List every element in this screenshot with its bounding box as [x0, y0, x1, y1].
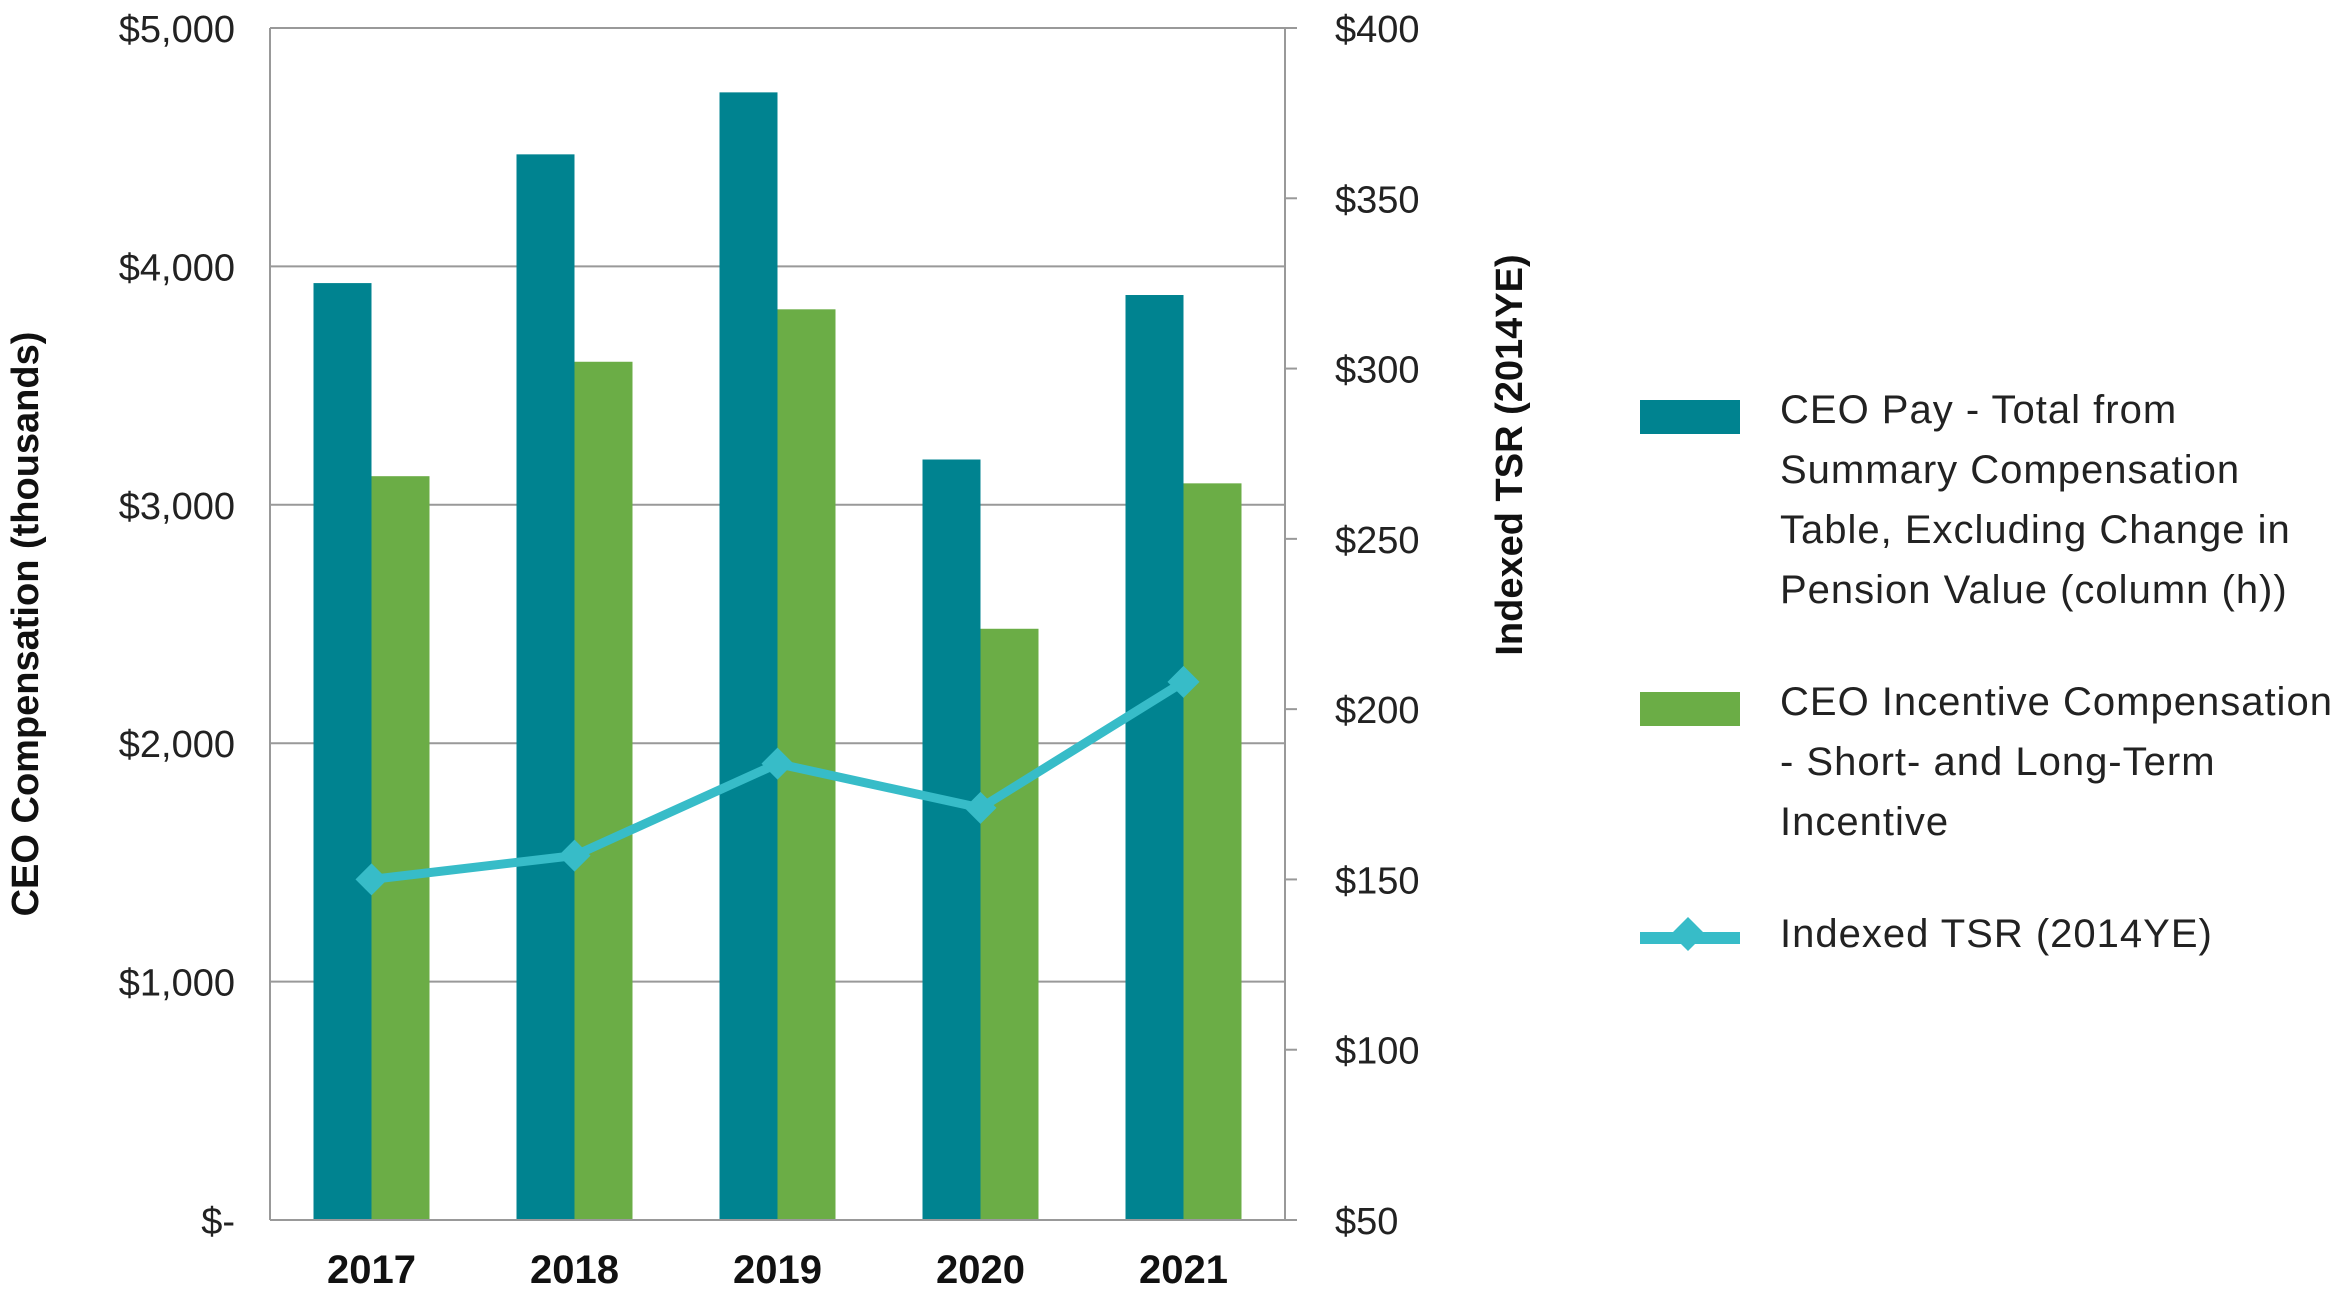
y-tick-label: $1,000 [119, 963, 235, 1005]
bar-ceo-pay [313, 283, 372, 1220]
y-tick-label: $2,000 [119, 724, 235, 766]
y2-tick-label: $50 [1335, 1201, 1398, 1243]
x-tick-label: 2019 [733, 1248, 822, 1292]
bar-ceo-pay [516, 154, 575, 1220]
bar-ceo-pay [1125, 295, 1184, 1220]
bar-ceo-incentive [574, 361, 633, 1220]
bar-ceo-incentive [1183, 483, 1242, 1220]
tsr-point [1167, 665, 1200, 698]
legend: CEO Pay - Total from Summary Compensatio… [1640, 380, 2340, 1016]
bar-ceo-pay [719, 92, 778, 1220]
bar-ceo-pay [922, 459, 981, 1220]
tsr-point [964, 791, 997, 824]
y2-tick-label: $100 [1335, 1031, 1420, 1073]
legend-swatch-pay [1640, 400, 1740, 434]
legend-label-tsr: Indexed TSR (2014YE) [1780, 912, 2213, 956]
x-tick-label: 2018 [530, 1248, 619, 1292]
diamond-marker-icon [1671, 917, 1705, 951]
legend-label-incentive: CEO Incentive Compensation - Short- and … [1780, 680, 2333, 844]
x-tick-label: 2020 [936, 1248, 1025, 1292]
y2-tick-label: $300 [1335, 350, 1420, 392]
y-tick-label: $4,000 [119, 247, 235, 289]
y-tick-label: $3,000 [119, 486, 235, 528]
legend-label-pay: CEO Pay - Total from Summary Compensatio… [1780, 388, 2291, 612]
y2-tick-label: $200 [1335, 690, 1420, 732]
x-tick-label: 2021 [1139, 1248, 1228, 1292]
legend-swatch-incentive [1640, 692, 1740, 726]
legend-item-incentive: CEO Incentive Compensation - Short- and … [1640, 672, 2340, 852]
y2-tick-label: $250 [1335, 520, 1420, 562]
y-axis-title: CEO Compensation (thousands) [5, 332, 47, 917]
y2-tick-label: $400 [1335, 9, 1420, 51]
y2-axis-title: Indexed TSR (2014YE) [1489, 254, 1531, 655]
x-tick-label: 2017 [327, 1248, 416, 1292]
y2-tick-label: $150 [1335, 860, 1420, 902]
y-tick-label: $- [201, 1201, 235, 1243]
tsr-point [355, 863, 388, 896]
legend-item-pay: CEO Pay - Total from Summary Compensatio… [1640, 380, 2340, 620]
y-tick-label: $5,000 [119, 9, 235, 51]
legend-item-tsr: Indexed TSR (2014YE) [1640, 904, 2340, 964]
bar-ceo-incentive [371, 476, 430, 1220]
y2-tick-label: $350 [1335, 179, 1420, 221]
tsr-point [761, 747, 794, 780]
tsr-point [558, 839, 591, 872]
bar-ceo-incentive [980, 628, 1039, 1220]
